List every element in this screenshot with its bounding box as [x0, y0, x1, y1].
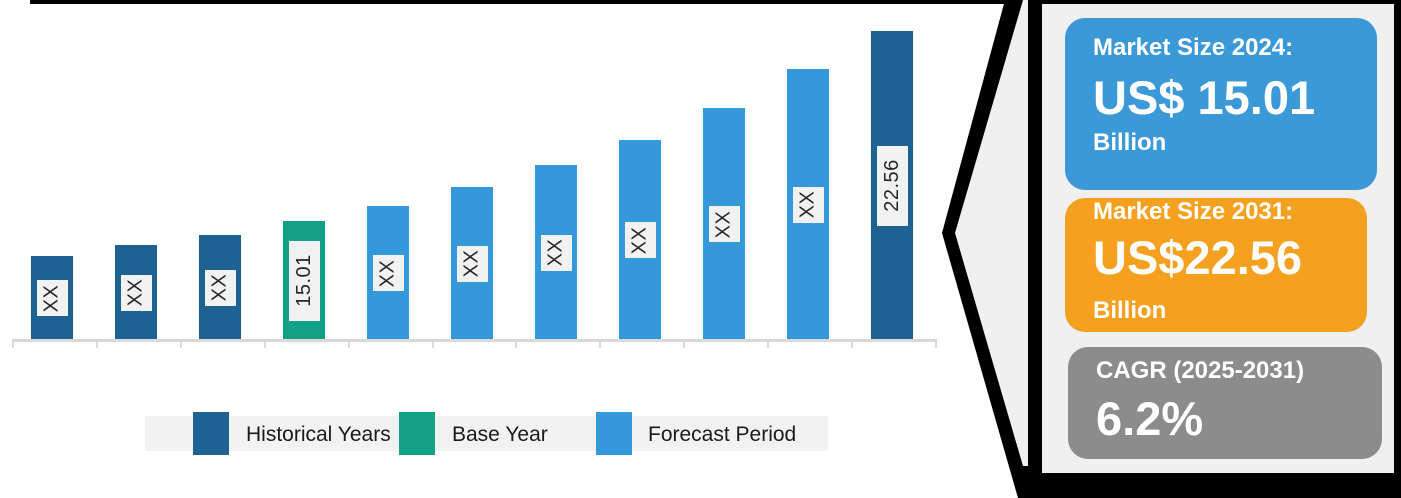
- legend-swatch-historical: [193, 412, 229, 455]
- cagr-title: CAGR (2025-2031): [1096, 357, 1305, 384]
- axis-tick: [934, 339, 937, 348]
- market-size-2024-unit: Billion: [1093, 129, 1167, 156]
- axis-tick: [12, 339, 14, 348]
- axis-tick: [851, 339, 853, 348]
- axis-tick: [599, 339, 602, 348]
- bar-value-label: XX: [792, 186, 824, 223]
- top-border: [30, 0, 1401, 4]
- cagr-value: 6.2%: [1096, 392, 1204, 445]
- legend: [145, 416, 828, 451]
- chart-area: XX XX XX 15.01 XX XX XX XX XX XX 22.56: [12, 31, 937, 348]
- legend-swatch-base-year: [399, 412, 435, 455]
- market-size-2031-unit: Billion: [1093, 297, 1167, 324]
- cagr-card: CAGR (2025-2031) 6.2%: [1068, 347, 1382, 459]
- axis-tick: [179, 339, 182, 348]
- axis-tick: [431, 339, 434, 348]
- axis-tick: [95, 339, 98, 348]
- panel-right-border: [1394, 0, 1401, 498]
- axis-tick: [347, 339, 350, 348]
- axis-tick: [767, 339, 770, 348]
- bar-value-label: XX: [120, 274, 152, 311]
- legend-label-historical: Historical Years: [246, 423, 391, 446]
- legend-swatch-forecast: [596, 412, 632, 455]
- bar-value-label: XX: [708, 206, 740, 242]
- market-size-2024-card: Market Size 2024: US$ 15.01 Billion: [1065, 18, 1377, 190]
- legend-label-forecast: Forecast Period: [648, 423, 797, 446]
- legend-label-base-year: Base Year: [452, 423, 548, 446]
- bar-value-label: XX: [624, 222, 656, 258]
- panel-bottom-border: [1030, 473, 1401, 498]
- panel-left-divider: [1028, 0, 1042, 498]
- axis-tick: [683, 339, 686, 348]
- bar-value-label: XX: [456, 245, 488, 282]
- bar-value-label: 15.01: [288, 240, 320, 321]
- bar-value-label: XX: [36, 280, 68, 316]
- bar-value-label: 22.56: [876, 145, 908, 226]
- market-size-2031-card: Market Size 2031: US$22.56 Billion: [1065, 198, 1367, 332]
- bar-value-label: XX: [204, 269, 236, 306]
- market-size-2024-title: Market Size 2024:: [1093, 34, 1294, 61]
- axis-tick: [263, 339, 266, 348]
- market-size-2024-value: US$ 15.01: [1093, 71, 1316, 124]
- market-size-2031-title: Market Size 2031:: [1093, 198, 1294, 225]
- bar-value-label: XX: [372, 255, 404, 291]
- market-size-2031-value: US$22.56: [1093, 231, 1303, 284]
- arrow-chevron-icon: [942, 0, 1042, 498]
- bar-value-label: XX: [540, 234, 572, 271]
- x-axis: [12, 339, 935, 342]
- axis-tick: [515, 339, 518, 348]
